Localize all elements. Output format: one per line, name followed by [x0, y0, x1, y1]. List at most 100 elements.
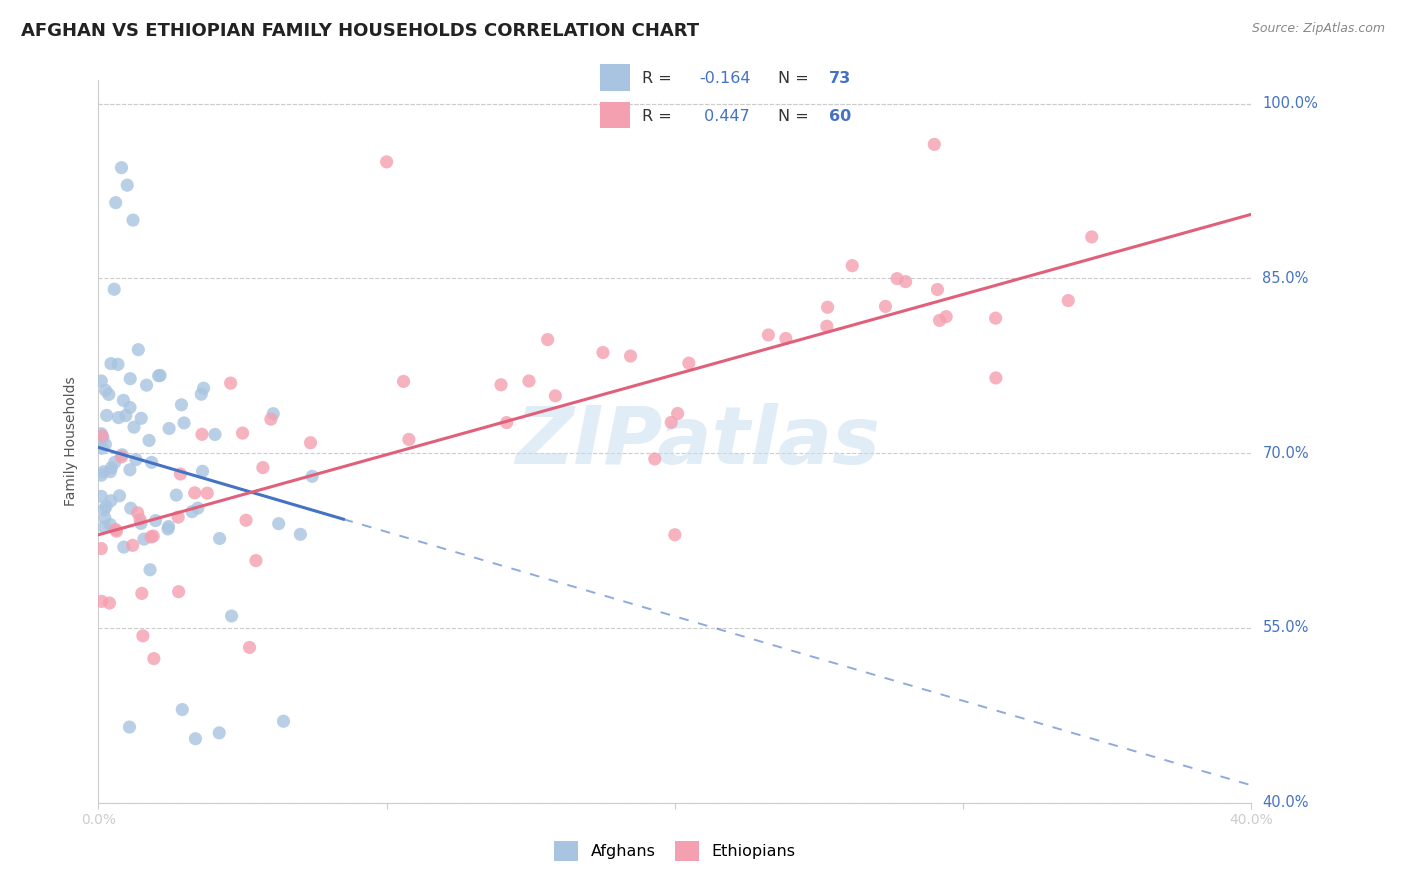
- Point: [142, 651, 165, 665]
- Point: [93, 465, 115, 479]
- Point: [100, 460, 122, 475]
- Text: 73: 73: [830, 70, 852, 86]
- Point: [104, 523, 127, 537]
- Point: [90, 426, 112, 441]
- Point: [165, 488, 187, 502]
- Point: [142, 529, 165, 543]
- Point: [262, 407, 284, 421]
- Point: [984, 311, 1007, 326]
- Point: [190, 387, 212, 401]
- Point: [111, 448, 134, 462]
- Point: [181, 505, 204, 519]
- Point: [666, 407, 689, 421]
- Point: [129, 512, 152, 526]
- Point: [208, 532, 231, 546]
- Point: [619, 349, 641, 363]
- Point: [156, 522, 179, 536]
- Text: R =: R =: [643, 109, 676, 124]
- Point: [204, 427, 226, 442]
- Text: -0.164: -0.164: [699, 70, 751, 86]
- Point: [93, 520, 115, 534]
- Point: [193, 381, 215, 395]
- Point: [187, 501, 209, 516]
- Point: [252, 460, 274, 475]
- Text: N =: N =: [778, 109, 814, 124]
- Point: [167, 584, 190, 599]
- Point: [90, 541, 112, 556]
- Point: [127, 506, 149, 520]
- Point: [90, 489, 112, 503]
- Point: [841, 259, 863, 273]
- Text: 60: 60: [830, 109, 852, 124]
- Bar: [599, 103, 630, 128]
- Point: [100, 357, 122, 371]
- Point: [172, 702, 194, 716]
- Point: [122, 420, 145, 434]
- Point: [96, 409, 118, 423]
- Point: [141, 455, 163, 469]
- Point: [375, 154, 398, 169]
- Point: [260, 412, 283, 426]
- Point: [817, 300, 839, 314]
- Point: [238, 640, 260, 655]
- Point: [90, 374, 112, 388]
- Point: [935, 310, 957, 324]
- Point: [775, 331, 797, 345]
- Point: [94, 437, 117, 451]
- Point: [139, 530, 162, 544]
- Text: N =: N =: [778, 70, 814, 86]
- Point: [208, 726, 231, 740]
- Point: [392, 375, 415, 389]
- Point: [104, 455, 127, 469]
- Point: [167, 510, 190, 524]
- Point: [139, 563, 162, 577]
- Point: [664, 528, 686, 542]
- Point: [129, 411, 152, 425]
- Point: [94, 500, 117, 514]
- Point: [112, 393, 135, 408]
- Point: [183, 486, 205, 500]
- Point: [94, 384, 117, 398]
- Point: [875, 300, 897, 314]
- Point: [221, 609, 243, 624]
- Point: [90, 468, 112, 483]
- Legend: Afghans, Ethiopians: Afghans, Ethiopians: [548, 835, 801, 867]
- Point: [91, 429, 114, 443]
- Point: [191, 427, 214, 442]
- Point: [110, 450, 132, 464]
- Point: [245, 553, 267, 567]
- Point: [290, 527, 312, 541]
- Point: [301, 469, 323, 483]
- Bar: [599, 64, 630, 91]
- Point: [94, 511, 117, 525]
- Point: [90, 594, 112, 608]
- Point: [659, 416, 682, 430]
- Point: [107, 410, 129, 425]
- Point: [114, 409, 136, 423]
- Point: [1080, 230, 1102, 244]
- Point: [815, 319, 838, 334]
- Point: [924, 137, 946, 152]
- Point: [173, 416, 195, 430]
- Point: [1057, 293, 1080, 308]
- Point: [145, 514, 167, 528]
- Point: [118, 463, 141, 477]
- Text: 55.0%: 55.0%: [1263, 621, 1309, 635]
- Point: [110, 161, 132, 175]
- Text: 40.0%: 40.0%: [1263, 796, 1309, 810]
- Point: [169, 467, 191, 481]
- Point: [544, 389, 567, 403]
- Text: Source: ZipAtlas.com: Source: ZipAtlas.com: [1251, 22, 1385, 36]
- Point: [170, 398, 193, 412]
- Point: [100, 493, 122, 508]
- Point: [138, 434, 160, 448]
- Point: [104, 195, 127, 210]
- Point: [91, 430, 114, 444]
- Point: [120, 501, 142, 516]
- Point: [927, 283, 949, 297]
- Point: [121, 538, 143, 552]
- Point: [517, 374, 540, 388]
- Y-axis label: Family Households: Family Households: [63, 376, 77, 507]
- Point: [118, 720, 141, 734]
- Text: 85.0%: 85.0%: [1263, 271, 1309, 286]
